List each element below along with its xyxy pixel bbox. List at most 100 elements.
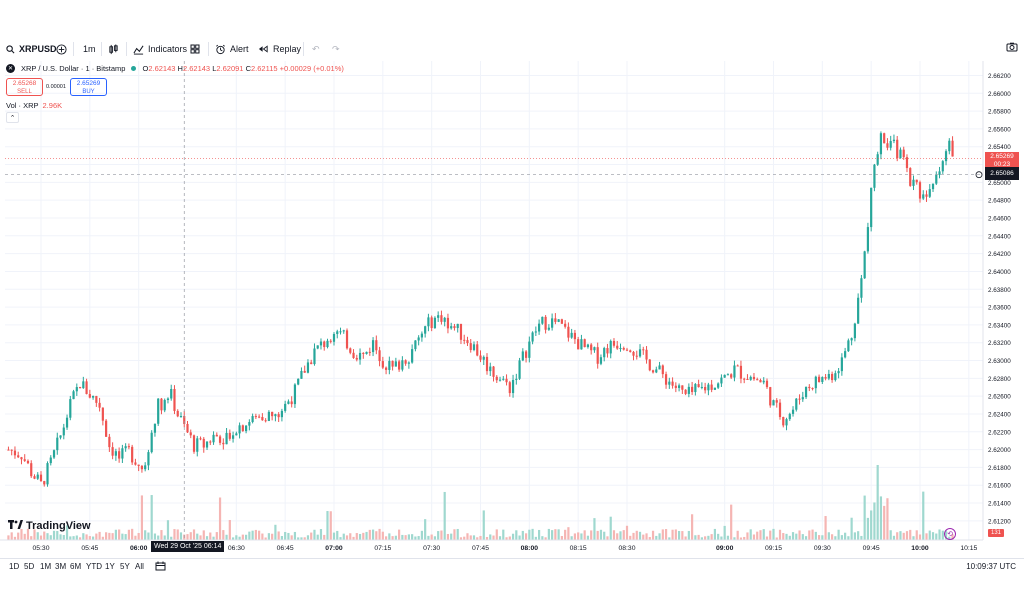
- indicators-icon: [133, 44, 144, 55]
- volume-bar: [482, 510, 485, 540]
- legend-title[interactable]: XRP / U.S. Dollar · 1 · Bitstamp: [21, 64, 126, 73]
- replay-button[interactable]: Replay: [258, 38, 301, 60]
- candle-body: [479, 355, 482, 360]
- candle-body: [935, 174, 938, 184]
- volume-bar: [274, 524, 277, 540]
- candle-body: [951, 140, 954, 157]
- candle-body: [817, 376, 821, 382]
- volume-bar: [241, 534, 244, 540]
- templates-button[interactable]: [190, 38, 200, 60]
- y-tick-label: 2.63000: [988, 358, 1011, 365]
- candle-body: [922, 194, 925, 199]
- volume-bar: [778, 529, 782, 540]
- candle-body: [59, 435, 62, 438]
- candle-body: [485, 356, 489, 372]
- range-6m[interactable]: 6M: [70, 562, 82, 571]
- sell-button[interactable]: 2.65268 SELL: [6, 78, 43, 96]
- candle-body: [75, 387, 78, 392]
- candle-body: [469, 343, 472, 350]
- chart-type-button[interactable]: [108, 38, 119, 60]
- volume-bar: [36, 532, 39, 540]
- undo-button[interactable]: ↶: [312, 38, 320, 60]
- candle-body: [290, 401, 293, 405]
- range-3m[interactable]: 3M: [55, 562, 67, 571]
- volume-bar: [772, 528, 775, 540]
- utc-clock[interactable]: 10:09:37 UTC: [966, 562, 1016, 571]
- candle-body: [238, 425, 241, 434]
- candle-body: [251, 416, 254, 423]
- redo-button[interactable]: ↷: [332, 38, 340, 60]
- volume-bar: [13, 536, 17, 540]
- volume-bar: [95, 533, 98, 540]
- candle-body: [264, 420, 267, 422]
- candle-body: [831, 373, 834, 381]
- volume-bar: [336, 530, 339, 540]
- volume-bar: [222, 530, 225, 540]
- indicators-button[interactable]: Indicators: [133, 38, 187, 60]
- candle-body: [583, 339, 586, 348]
- collapse-legend-button[interactable]: ⌃: [6, 112, 19, 123]
- volume-bar: [147, 532, 150, 540]
- volume-bar: [56, 530, 59, 540]
- range-1d[interactable]: 1D: [9, 562, 20, 571]
- volume-bar: [303, 537, 306, 540]
- volume-bar: [453, 529, 456, 540]
- range-5y[interactable]: 5Y: [120, 562, 130, 571]
- candle-body: [808, 386, 811, 389]
- volume-bar: [235, 535, 238, 540]
- volume-bar: [788, 535, 791, 540]
- candle-body: [189, 432, 192, 436]
- range-1y[interactable]: 1Y: [105, 562, 115, 571]
- volume-bar: [111, 533, 114, 540]
- y-tick-label: 2.66200: [988, 73, 1011, 80]
- volume-bar: [49, 535, 52, 540]
- volume-bar: [420, 530, 423, 540]
- volume-bar: [375, 531, 378, 540]
- camera-icon[interactable]: [1006, 42, 1018, 55]
- candle-body: [267, 411, 270, 421]
- range-1m[interactable]: 1M: [40, 562, 52, 571]
- chart-frame[interactable]: 2.662002.660002.658002.656002.654002.652…: [0, 61, 1024, 557]
- volume-bar: [612, 530, 616, 540]
- x-tick-label: 08:30: [618, 545, 635, 552]
- events-icon[interactable]: ⟲: [944, 528, 956, 540]
- volume-bar: [414, 536, 417, 540]
- range-5d[interactable]: 5D: [24, 562, 35, 571]
- volume-bar: [827, 532, 830, 540]
- volume-bar: [88, 536, 91, 540]
- candle-body: [726, 374, 730, 376]
- candle-body: [26, 460, 30, 464]
- sell-price: 2.65268: [12, 80, 37, 87]
- price-chart[interactable]: 2.662002.660002.658002.656002.654002.652…: [0, 61, 1024, 557]
- volume-bar: [287, 532, 290, 540]
- volume-bar: [300, 537, 303, 540]
- range-all[interactable]: All: [135, 562, 144, 571]
- volume-bar: [280, 536, 284, 540]
- candle-body: [254, 416, 257, 418]
- buy-button[interactable]: 2.65269 BUY: [70, 78, 107, 96]
- candle-body: [43, 481, 46, 485]
- volume-bar: [687, 530, 690, 540]
- range-ytd[interactable]: YTD: [86, 562, 102, 571]
- compare-button[interactable]: [56, 38, 67, 60]
- volume-bar: [378, 528, 381, 540]
- y-tick-label: 2.61600: [988, 483, 1011, 490]
- volume-bar: [267, 533, 270, 540]
- x-tick-label: 05:45: [81, 545, 98, 552]
- candle-body: [420, 333, 423, 338]
- candle-body: [349, 348, 352, 353]
- alert-button[interactable]: Alert: [215, 38, 249, 60]
- volume-bar: [196, 533, 199, 540]
- candle-body: [658, 365, 661, 370]
- x-tick-label: 07:15: [374, 545, 391, 552]
- interval-button[interactable]: 1m: [83, 38, 96, 60]
- redo-icon: ↷: [332, 43, 340, 54]
- candle-body: [476, 344, 479, 356]
- candle-body: [518, 360, 521, 379]
- date-range-button[interactable]: [155, 561, 166, 573]
- candle-body: [704, 386, 707, 391]
- volume-bar: [739, 537, 743, 540]
- symbol-search-button[interactable]: XRPUSD: [6, 38, 57, 60]
- candle-body: [710, 384, 713, 390]
- candle-body: [798, 398, 801, 400]
